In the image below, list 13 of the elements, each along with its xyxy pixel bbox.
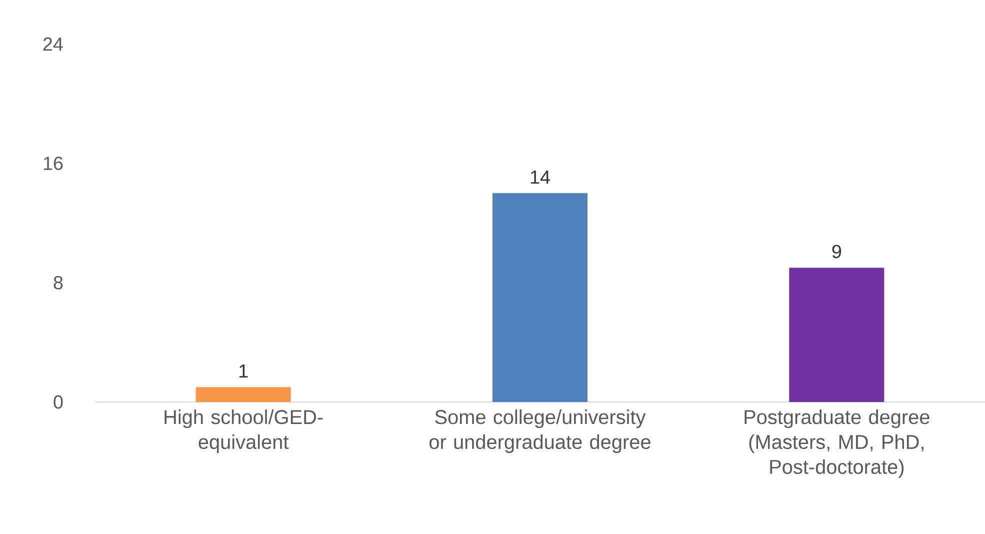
data-label: 1 (240, 364, 248, 378)
y-tick-label: 0 (54, 395, 63, 409)
bar (196, 387, 291, 402)
y-tick-label: 8 (54, 276, 63, 290)
bar (789, 268, 884, 402)
data-label: 14 (530, 170, 550, 184)
y-tick-label: 16 (44, 156, 63, 170)
bar (492, 193, 588, 402)
x-tick-label: High school/GED-equivalent (164, 410, 323, 454)
data-label: 9 (832, 244, 842, 258)
x-tick-label: Postgraduate degree (Masters, MD, PhD, Post-doctorate) (744, 410, 930, 478)
y-tick-label: 24 (43, 37, 63, 51)
x-tick-label: Some college/university or undergraduate degree (430, 410, 650, 454)
